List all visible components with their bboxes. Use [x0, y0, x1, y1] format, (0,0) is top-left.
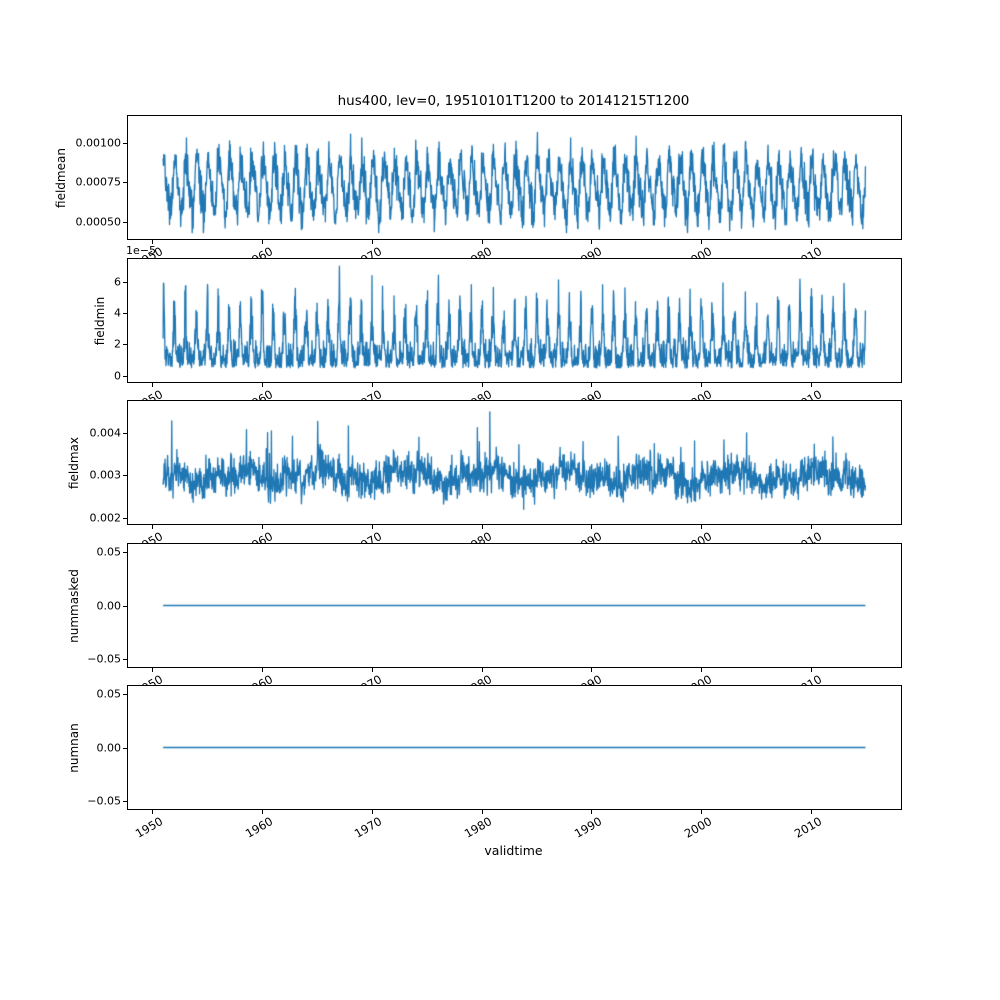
- y-tick-mark: [123, 658, 127, 660]
- line-series-canvas-fieldmax: [128, 401, 901, 524]
- y-tick-label: 2: [114, 337, 121, 351]
- x-tick-mark: [152, 240, 154, 244]
- y-tick-label: 6: [114, 275, 121, 289]
- x-tick-mark: [261, 810, 263, 814]
- y-axis-label-numnan: numnan: [67, 722, 81, 773]
- y-tick-mark: [123, 747, 127, 749]
- x-tick-mark: [152, 668, 154, 672]
- y-tick-mark: [123, 800, 127, 802]
- x-tick-mark: [371, 525, 373, 529]
- y-tick-label: 0.00: [96, 741, 122, 754]
- x-tick-mark: [481, 525, 483, 529]
- subplot-fieldmax: 0.0020.0030.0041950196019701980199020002…: [67, 400, 902, 556]
- x-tick-mark: [261, 525, 263, 529]
- y-tick-label: 4: [114, 306, 121, 320]
- x-tick-mark: [481, 668, 483, 672]
- x-tick-mark: [371, 668, 373, 672]
- x-tick-mark: [261, 668, 263, 672]
- y-tick-mark: [123, 375, 127, 377]
- y-tick-label: 0.00: [96, 599, 122, 612]
- x-tick-mark: [371, 810, 373, 814]
- y-axis-label-fieldmin: fieldmin: [93, 296, 108, 345]
- x-tick-mark: [810, 383, 812, 387]
- y-axis-label-fieldmean: fieldmean: [53, 147, 68, 208]
- x-tick-mark: [261, 240, 263, 244]
- y-tick-label: 0.00050: [75, 215, 122, 229]
- subplot-fieldmin: 02461950196019701980199020002010fieldmin…: [93, 244, 902, 414]
- y-axis-label-nummasked: nummasked: [67, 568, 81, 643]
- y-tick-mark: [123, 432, 127, 434]
- y-tick-mark: [123, 182, 127, 184]
- x-tick-mark: [591, 810, 593, 814]
- x-tick-mark: [810, 810, 812, 814]
- x-tick-mark: [152, 810, 154, 814]
- y-tick-mark: [123, 281, 127, 283]
- y-tick-mark: [123, 142, 127, 144]
- x-tick-mark: [152, 383, 154, 387]
- subplot-fieldmean: 0.000500.000750.001001950196019701980199…: [54, 115, 902, 271]
- x-tick-mark: [371, 240, 373, 244]
- y-tick-label: 0.004: [89, 426, 122, 440]
- line-series-canvas-fieldmean: [128, 116, 901, 239]
- axis-scale-offset-label: 1e−5: [126, 244, 156, 257]
- y-tick-label: 0.003: [89, 468, 122, 482]
- y-tick-label: 0.05: [96, 687, 122, 701]
- y-tick-mark: [123, 313, 127, 315]
- line-series-canvas-nummasked: [128, 544, 901, 667]
- x-tick-mark: [701, 383, 703, 387]
- chart-title: hus400, lev=0, 19510101T1200 to 20141215…: [337, 93, 690, 109]
- y-axis-label-fieldmax: fieldmax: [67, 436, 81, 489]
- y-tick-mark: [123, 552, 127, 554]
- y-tick-mark: [123, 694, 127, 696]
- y-tick-label: 0: [114, 369, 121, 383]
- x-tick-mark: [701, 240, 703, 244]
- x-tick-mark: [701, 668, 703, 672]
- y-tick-label: 0.002: [89, 511, 122, 525]
- line-series-canvas-fieldmin: [128, 259, 901, 382]
- y-tick-label: 0.05: [96, 545, 122, 559]
- x-tick-mark: [591, 525, 593, 529]
- y-tick-label: −0.05: [87, 794, 121, 808]
- y-tick-mark: [123, 221, 127, 223]
- y-tick-mark: [123, 517, 127, 519]
- x-tick-mark: [591, 383, 593, 387]
- y-tick-label: −0.05: [87, 652, 121, 666]
- y-tick-label: 0.00075: [75, 175, 122, 189]
- y-tick-mark: [123, 344, 127, 346]
- x-tick-mark: [701, 525, 703, 529]
- y-tick-mark: [123, 605, 127, 607]
- x-tick-mark: [810, 525, 812, 529]
- x-tick-mark: [481, 383, 483, 387]
- x-tick-mark: [591, 668, 593, 672]
- x-tick-mark: [481, 240, 483, 244]
- x-axis-title: validtime: [484, 843, 543, 858]
- line-series-canvas-numnan: [128, 686, 901, 809]
- x-tick-mark: [371, 383, 373, 387]
- x-tick-mark: [261, 383, 263, 387]
- x-tick-mark: [152, 525, 154, 529]
- x-tick-mark: [810, 668, 812, 672]
- x-tick-mark: [481, 810, 483, 814]
- x-tick-mark: [810, 240, 812, 244]
- x-tick-mark: [701, 810, 703, 814]
- subplot-numnan: −0.05 0.00 0.05 1950 1960 1970 1980 1990 2000 201…: [67, 685, 902, 841]
- y-tick-mark: [123, 475, 127, 477]
- y-tick-label: 0.00100: [75, 136, 122, 150]
- subplot-nummasked: −0.050.000.05195019601970198019902000201…: [67, 543, 902, 699]
- x-tick-mark: [591, 240, 593, 244]
